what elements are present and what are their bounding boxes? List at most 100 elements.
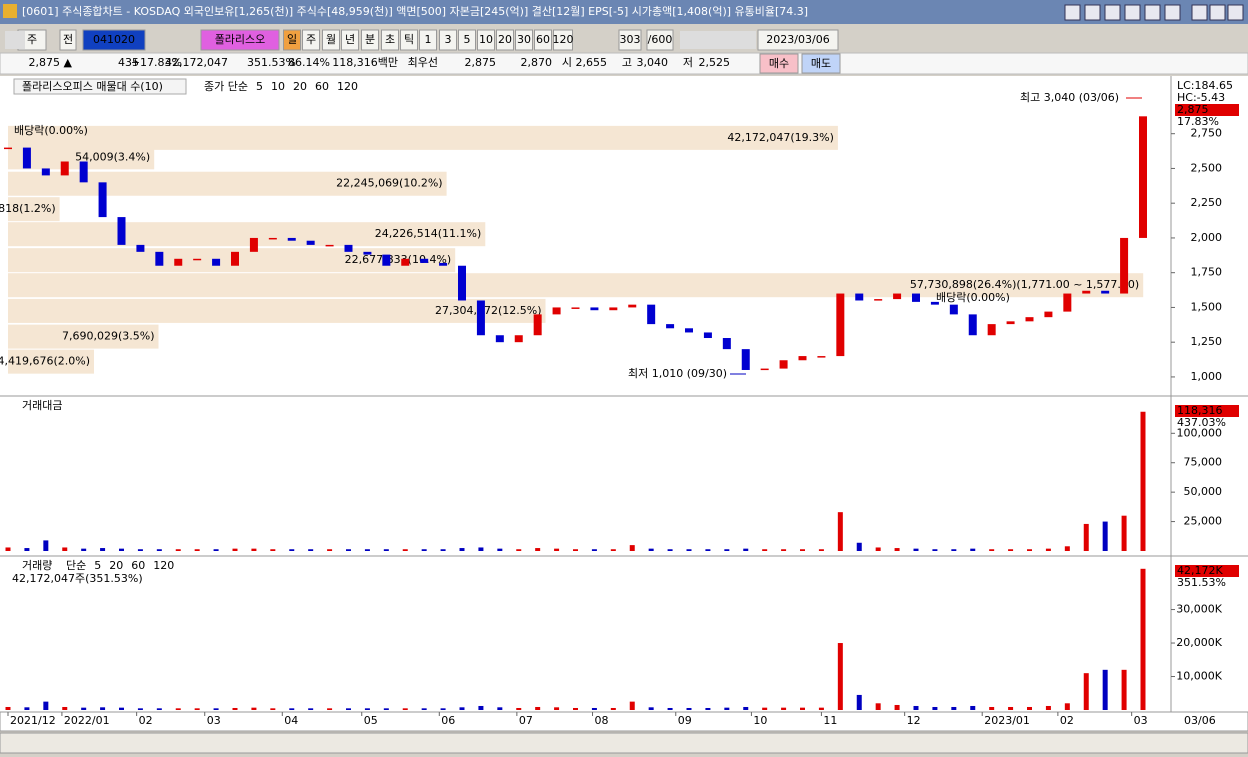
- buy-button[interactable]: [759, 53, 799, 74]
- toolbar-button[interactable]: [283, 29, 301, 51]
- legend-item: 5: [94, 559, 101, 572]
- x-last-label: 03/06: [1184, 714, 1216, 727]
- toolbar-label[interactable]: 10: [479, 33, 493, 46]
- toolbar-button[interactable]: [757, 29, 839, 51]
- toolbar-button[interactable]: [515, 29, 533, 51]
- legend-item: 20: [293, 80, 307, 93]
- x-tick-label: 09: [678, 714, 692, 727]
- candle: [60, 161, 69, 176]
- volume-bar: [800, 707, 805, 710]
- toolbar-label[interactable]: 60: [536, 33, 550, 46]
- toolbar-label[interactable]: 일: [287, 32, 297, 46]
- toolbar-label[interactable]: 3: [445, 33, 452, 46]
- toolbar-label[interactable]: 5: [464, 33, 471, 46]
- window-buttons[interactable]: [1064, 4, 1244, 21]
- y-tick-label: 2,000: [1191, 231, 1223, 244]
- volume-bar: [932, 706, 938, 710]
- toolbar-label[interactable]: 월: [326, 33, 336, 46]
- toolbar-label[interactable]: 1: [425, 33, 432, 46]
- buy-label[interactable]: 매수: [769, 57, 789, 70]
- toolbar-button[interactable]: [59, 29, 77, 51]
- x-tick-label: 08: [595, 714, 609, 727]
- volume-bar: [43, 540, 49, 551]
- toolbar-label[interactable]: 303: [620, 33, 641, 46]
- toolbar-label[interactable]: 분: [365, 33, 375, 46]
- quote-item: 3,040: [637, 56, 669, 69]
- volume-bar: [119, 548, 124, 551]
- right-label: 17.83%: [1177, 115, 1219, 128]
- quote-item: 86.14%: [288, 56, 330, 69]
- volume-bar: [610, 707, 616, 710]
- volume-bar: [364, 549, 370, 551]
- toolbar-button[interactable]: [302, 29, 320, 51]
- y-tick-label: 50,000: [1184, 485, 1223, 498]
- toolbar-label[interactable]: 041020: [93, 33, 135, 46]
- toolbar-label[interactable]: 주: [27, 33, 37, 46]
- toolbar-label[interactable]: 주: [306, 33, 316, 46]
- annotation: 최고 3,040 (03/06): [1020, 91, 1119, 104]
- toolbar-button[interactable]: [200, 29, 280, 51]
- candle: [1120, 237, 1129, 294]
- volume-profile-label: 24,226,514(11.1%): [375, 227, 482, 240]
- toolbar-button[interactable]: [458, 29, 476, 51]
- toolbar-icons[interactable]: [680, 31, 756, 49]
- volume-bar: [497, 707, 503, 710]
- toolbar-button[interactable]: [419, 29, 437, 51]
- volume-bar: [648, 707, 654, 710]
- y-tick-label: 1,500: [1191, 300, 1223, 313]
- toolbar-button[interactable]: [82, 29, 146, 51]
- toolbar-label[interactable]: 전: [63, 33, 73, 46]
- volume-bar: [913, 705, 919, 710]
- volume-bar: [686, 707, 692, 710]
- toolbar-label[interactable]: 틱: [404, 33, 414, 46]
- legend-item: 단순: [66, 559, 86, 572]
- volume-bar: [1121, 669, 1127, 710]
- volume-bar: [554, 707, 560, 710]
- toolbar-label[interactable]: /600: [648, 33, 673, 46]
- candle: [193, 258, 202, 261]
- toolbar-button[interactable]: [381, 29, 399, 51]
- volume-bar: [383, 708, 389, 710]
- quote-item: +17.83%: [131, 56, 182, 69]
- candle: [1025, 317, 1034, 322]
- toolbar-button[interactable]: [322, 29, 340, 51]
- toolbar-label[interactable]: 초: [385, 33, 395, 46]
- volume-bar: [24, 707, 30, 710]
- toolbar-label[interactable]: 2023/03/06: [766, 33, 829, 46]
- toolbar-icons[interactable]: [5, 31, 25, 49]
- volume-bar: [175, 708, 181, 710]
- toolbar-button[interactable]: [477, 29, 495, 51]
- toolbar-label[interactable]: 30: [517, 33, 531, 46]
- x-tick-label: 11: [823, 714, 837, 727]
- toolbar-label[interactable]: 년: [345, 33, 355, 46]
- toolbar-label[interactable]: 폴라리스오: [215, 33, 266, 46]
- volume-bar: [989, 549, 995, 551]
- toolbar-button[interactable]: [646, 29, 674, 51]
- toolbar-button[interactable]: [400, 29, 418, 51]
- volume-bar: [875, 703, 881, 710]
- toolbar-label[interactable]: 120: [553, 33, 574, 46]
- volume-bar: [402, 549, 408, 551]
- volume-bar: [743, 706, 749, 710]
- volume-bar: [327, 708, 333, 710]
- toolbar-button[interactable]: [439, 29, 457, 51]
- toolbar-button[interactable]: [534, 29, 552, 51]
- y-tick-label: 1,250: [1191, 335, 1223, 348]
- y-tick-label: 1,750: [1191, 266, 1223, 279]
- toolbar-button[interactable]: [553, 29, 573, 51]
- toolbar-label[interactable]: 20: [498, 33, 512, 46]
- sell-button[interactable]: [801, 53, 841, 74]
- candle: [741, 349, 750, 370]
- candle: [874, 299, 883, 301]
- toolbar-button[interactable]: [618, 29, 642, 51]
- scroll-bar[interactable]: [0, 732, 1248, 754]
- volume-bar: [440, 708, 446, 710]
- sell-label[interactable]: 매도: [811, 57, 831, 70]
- toolbar-button[interactable]: [361, 29, 379, 51]
- volume-bar: [837, 512, 843, 551]
- toolbar-button[interactable]: [496, 29, 514, 51]
- toolbar-button[interactable]: [341, 29, 359, 51]
- panel-subtitle: 42,172,047주(351.53%): [12, 572, 143, 585]
- x-tick-label: 06: [441, 714, 455, 727]
